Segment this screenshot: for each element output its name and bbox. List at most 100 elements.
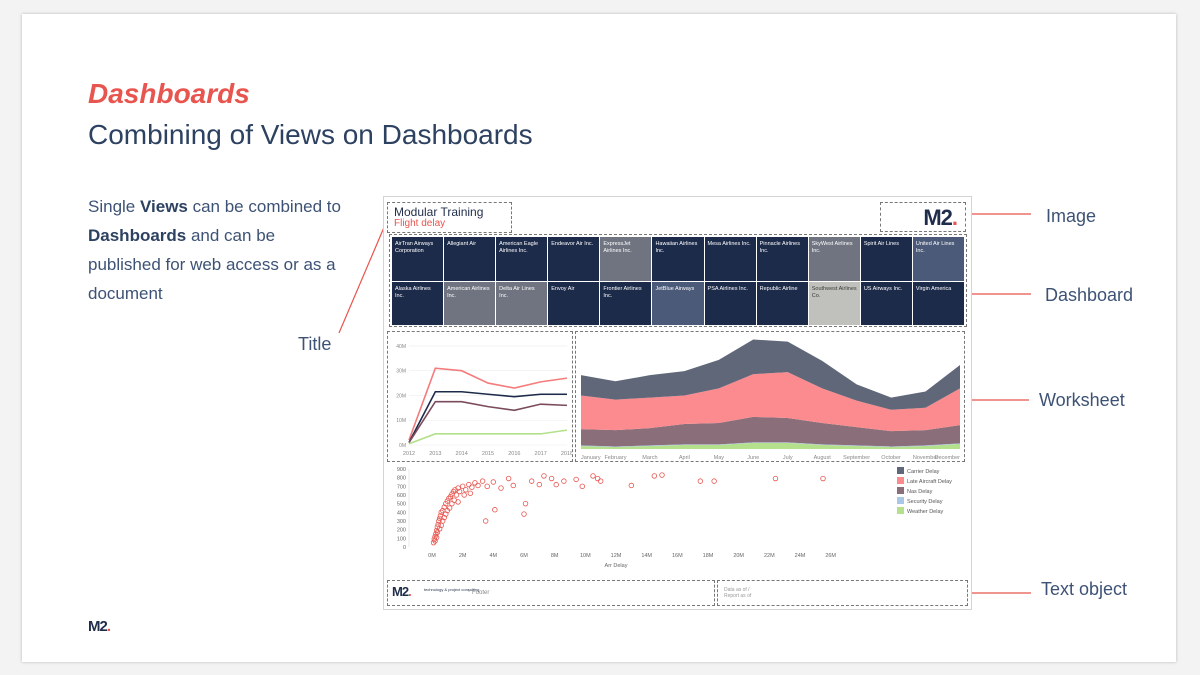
- x-tick-label: April: [679, 455, 690, 461]
- area-series: [581, 339, 960, 410]
- airline-tile[interactable]: PSA Airlines Inc.: [704, 281, 756, 325]
- y-tick-label: 20M: [396, 393, 406, 399]
- airline-tile[interactable]: US Airways Inc.: [860, 281, 912, 325]
- airline-tile[interactable]: Southwest Airlines Co.: [808, 281, 860, 325]
- scatter-point: [522, 500, 529, 507]
- x-tick-label: May: [714, 455, 725, 461]
- y-tick-label: 900: [397, 467, 406, 473]
- callout-image: Image: [1046, 206, 1097, 226]
- airline-tile[interactable]: Endeavor Air Inc.: [548, 237, 600, 281]
- scatter-point: [711, 478, 717, 484]
- airline-tile[interactable]: United Air Lines Inc.: [912, 237, 964, 281]
- section-kicker: Dashboards: [88, 78, 250, 109]
- scatter-point: [510, 482, 516, 489]
- scatter-point: [541, 473, 547, 479]
- monthly-delay-area-chart: January February March April May June July Augu…: [581, 339, 960, 461]
- text-object-content: Data as of / Report as of: [724, 587, 752, 599]
- scatter-point: [628, 482, 635, 489]
- scatter-point: [455, 499, 461, 505]
- scatter-point: [461, 492, 467, 498]
- airline-tile[interactable]: Delta Air Lines Inc.: [496, 281, 548, 325]
- legend-label: Weather Delay: [907, 509, 944, 515]
- x-tick-label: 14M: [641, 553, 652, 559]
- y-tick-label: 100: [397, 536, 406, 542]
- scatter-point: [440, 518, 446, 524]
- scatter-point: [490, 479, 497, 485]
- airline-tile[interactable]: AirTran Airways Corporation: [392, 237, 444, 281]
- scatter-point: [443, 500, 449, 507]
- title-callout-line: [338, 217, 389, 334]
- dashboard-image-box: M2.: [880, 202, 966, 232]
- airline-tile[interactable]: Virgin America: [912, 281, 964, 325]
- scatter-point: [521, 511, 527, 517]
- scatter-point: [443, 511, 449, 517]
- scatter-point: [456, 488, 463, 495]
- x-tick-label: 0M: [428, 553, 436, 559]
- airline-tile[interactable]: Republic Airline: [756, 281, 808, 325]
- x-tick-label: August: [814, 455, 832, 461]
- airline-tile[interactable]: Frontier Airlines Inc.: [600, 281, 652, 325]
- callout-text-object: Text object: [1041, 579, 1128, 599]
- legend-swatch: [897, 497, 904, 504]
- y-tick-label: 0M: [399, 443, 406, 449]
- x-tick-label: 6M: [520, 553, 528, 559]
- y-tick-label: 600: [397, 493, 406, 499]
- airline-tile[interactable]: Envoy Air: [548, 281, 600, 325]
- scatter-point: [697, 478, 704, 484]
- scatter-point: [469, 484, 475, 490]
- legend-label: Nas Delay: [907, 489, 933, 495]
- scatter-point: [528, 478, 535, 484]
- scatter-point: [446, 505, 453, 511]
- y-tick-label: 500: [397, 502, 406, 508]
- area-series: [581, 442, 960, 449]
- scatter-point: [450, 488, 457, 495]
- airline-tile[interactable]: Spirit Air Lines: [860, 237, 912, 281]
- x-tick-label: 16M: [672, 553, 683, 559]
- legend-label: Late Aircraft Delay: [907, 479, 952, 485]
- area-worksheet-box: [575, 331, 965, 462]
- callout-worksheet: Worksheet: [1039, 390, 1125, 410]
- airline-tile[interactable]: Pinnacle Airlines Inc.: [756, 237, 808, 281]
- airline-tile[interactable]: SkyWest Airlines Inc.: [808, 237, 860, 281]
- m2-logo-text: M2: [88, 618, 108, 635]
- series-line: [408, 400, 568, 443]
- x-tick-label: 4M: [490, 553, 498, 559]
- legend-swatch: [897, 507, 904, 514]
- airline-tile[interactable]: American Eagle Airlines Inc.: [496, 237, 548, 281]
- scatter-point: [548, 475, 555, 482]
- airline-tile[interactable]: JetBlue Airways: [652, 281, 704, 325]
- scatter-point: [659, 472, 665, 478]
- x-tick-label: 2013: [429, 451, 441, 457]
- arr-delay-scatter-chart: 0 100 200 300 400 500 600 700 800 900 0M 2M 4M 6M 8M 10…: [397, 467, 837, 569]
- scatter-point: [453, 492, 460, 498]
- dashboard-subtitle: Flight delay: [394, 218, 446, 229]
- scatter-point: [561, 478, 567, 484]
- callout-dashboard: Dashboard: [1045, 285, 1134, 305]
- dashboard-logo-dot: .: [951, 205, 958, 230]
- scatter-point: [479, 478, 486, 484]
- scatter-point: [482, 518, 489, 524]
- airline-tile[interactable]: Mesa Airlines Inc.: [704, 237, 756, 281]
- x-tick-label: September: [843, 455, 870, 461]
- y-tick-label: 40M: [396, 344, 406, 350]
- yearly-delay-line-chart: 0M 10M 20M 30M 40M 2012 2013 2014 2015 2016 2017 20…: [396, 344, 572, 457]
- airline-tile[interactable]: Alaska Airlines Inc.: [392, 281, 444, 325]
- airline-tile[interactable]: American Airlines Inc.: [444, 281, 496, 325]
- y-tick-label: 300: [397, 519, 406, 525]
- legend-swatch: [897, 487, 904, 494]
- scatter-point: [472, 480, 478, 486]
- scatter-point: [553, 481, 559, 488]
- airline-tile[interactable]: Hawaiian Airlines Inc.: [652, 237, 704, 281]
- scatter-point: [597, 478, 604, 484]
- scatter-point: [447, 494, 454, 500]
- y-tick-label: 400: [397, 510, 406, 516]
- x-axis-label: Arr Delay: [605, 563, 628, 569]
- scatter-point: [484, 483, 490, 490]
- y-tick-label: 800: [397, 476, 406, 482]
- footer-m2-logo: M2.: [392, 584, 412, 599]
- body-bold-dashboards: Dashboards: [88, 226, 187, 245]
- airline-tile[interactable]: Allegiant Air: [444, 237, 496, 281]
- x-tick-label: 2014: [456, 451, 468, 457]
- x-tick-label: October: [881, 455, 901, 461]
- airline-tile[interactable]: ExpressJet Airlines Inc.: [600, 237, 652, 281]
